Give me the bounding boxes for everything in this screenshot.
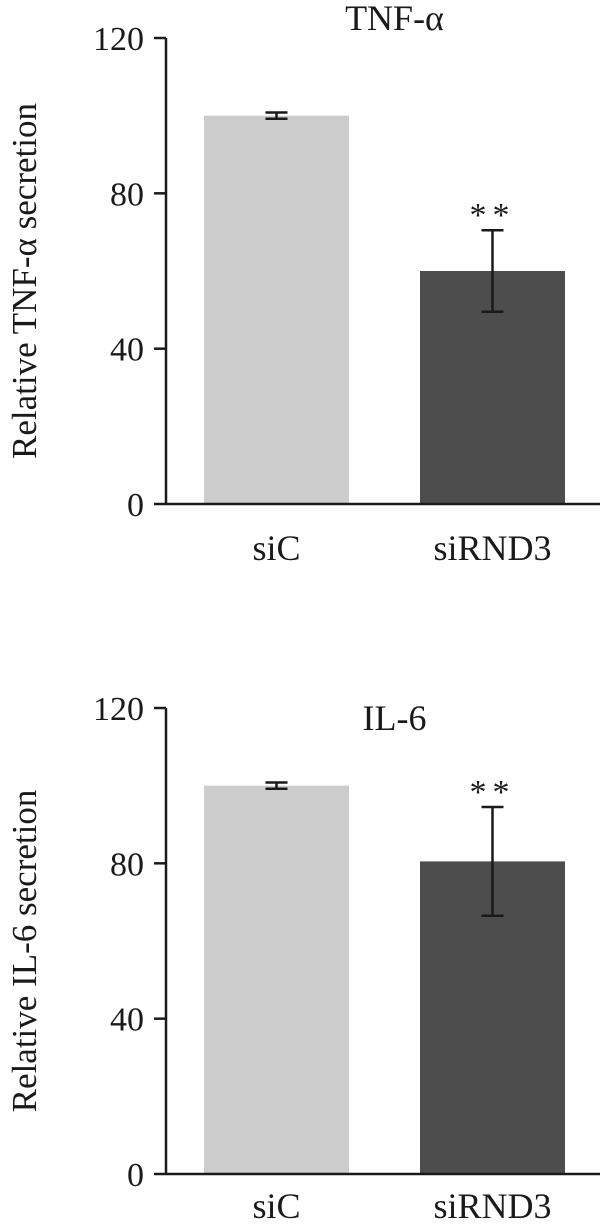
y-tick-label: 0 [127,1157,144,1194]
y-tick-label: 40 [110,332,144,369]
y-tick-label: 120 [93,691,144,728]
x-tick-label: siC [252,528,300,568]
y-tick-label: 80 [110,846,144,883]
significance-label: ** [470,197,516,234]
y-tick-label: 80 [110,176,144,213]
y-tick-label: 40 [110,1002,144,1039]
bar-sic [204,115,349,505]
chart-title: IL-6 [363,698,427,738]
bar-sic [204,785,349,1174]
chart-title: TNF-α [345,0,444,38]
y-axis-label: Relative TNF-α secretion [5,103,44,459]
y-axis-label: Relative IL-6 secretion [5,790,44,1113]
chart-panel-tnf: ** 0 40 80 120 siC siRND3 TNF-α Relative TNF-α s… [5,0,600,568]
error-bar-sic [265,111,288,121]
x-tick-label: siC [252,1186,300,1226]
x-tick-label: siRND3 [433,1186,551,1226]
x-tick-label: siRND3 [433,528,551,568]
chart-panel-il6: ** 0 40 80 120 siC siRND3 IL-6 Relative IL-6 sec… [5,691,600,1226]
error-bar-sic [265,781,288,791]
error-bar-sirnd3 [481,805,504,918]
y-tick-label: 120 [93,21,144,58]
error-bar-sirnd3 [481,228,504,314]
y-tick-label: 0 [127,487,144,524]
significance-label: ** [470,774,516,811]
